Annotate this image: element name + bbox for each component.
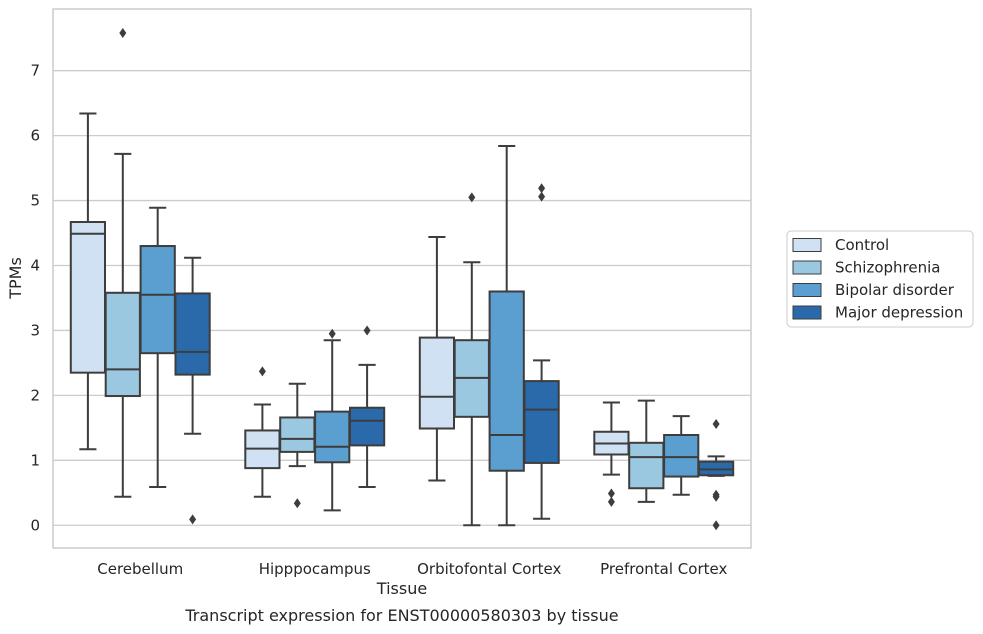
legend-swatch: [792, 238, 822, 252]
box-hipppocampus-schizophrenia: [279, 382, 316, 509]
box-body: [314, 410, 351, 464]
x-tick-label: Prefrontal Cortex: [600, 560, 727, 578]
box-body: [348, 406, 386, 447]
y-tick-label: 5: [30, 192, 40, 210]
plot-frame: [52, 8, 752, 549]
y-tick-label: 1: [30, 451, 40, 469]
box-orbitofontal-cortex-bipolar-disorder: [488, 145, 525, 527]
legend-frame: [786, 230, 974, 328]
outlier-point: [538, 191, 546, 202]
outlier-point: [363, 325, 371, 336]
box-body: [104, 291, 141, 398]
legend: Control Schizophrenia Bipolar disorder Majo…: [786, 230, 974, 328]
outlier-point: [119, 28, 127, 39]
outlier-point: [293, 498, 301, 509]
box-body: [279, 416, 316, 453]
box-body: [139, 245, 176, 355]
box-cerebellum-major-depression: [174, 256, 211, 525]
box-cerebellum-bipolar-disorder: [139, 206, 176, 488]
outlier-point: [607, 488, 615, 499]
box-body: [523, 380, 560, 464]
legend-swatch: [792, 260, 822, 275]
box-cerebellum-schizophrenia: [104, 28, 141, 498]
box-body: [174, 292, 211, 376]
outlier-point: [712, 418, 720, 429]
box-hipppocampus-control: [244, 366, 281, 498]
box-body: [663, 434, 700, 478]
legend-label: Major depression: [835, 304, 963, 322]
box-body: [628, 441, 665, 490]
box-orbitofontal-cortex-schizophrenia: [453, 192, 490, 527]
box-body: [69, 221, 107, 374]
box-prefrontal-cortex-major-depression: [697, 418, 735, 531]
x-axis-title: Tissue: [376, 579, 427, 598]
outlier-point: [328, 328, 336, 339]
outlier-point: [189, 514, 197, 525]
legend-swatch: [792, 283, 822, 297]
legend-label: Bipolar disorder: [835, 281, 955, 299]
chart-caption: Transcript expression for ENST0000058030…: [184, 606, 618, 625]
y-tick-label: 7: [30, 62, 40, 80]
box-orbitofontal-cortex-major-depression: [523, 183, 560, 520]
box-cerebellum-control: [69, 112, 107, 451]
box-hipppocampus-major-depression: [348, 325, 386, 488]
y-tick-label: 0: [30, 516, 40, 534]
legend-label: Control: [835, 236, 889, 254]
legend-label: Schizophrenia: [835, 259, 940, 277]
outlier-point: [258, 366, 266, 377]
y-tick-label: 3: [30, 321, 40, 339]
x-tick-label: Cerebellum: [97, 560, 183, 578]
box-prefrontal-cortex-schizophrenia: [628, 399, 665, 503]
y-tick-label: 2: [30, 386, 40, 404]
x-tick-label: Hipppocampus: [259, 560, 371, 578]
outlier-point: [538, 183, 546, 194]
x-tick-label: Orbitofontal Cortex: [417, 560, 561, 578]
box-hipppocampus-bipolar-disorder: [314, 328, 351, 512]
outlier-point: [468, 192, 476, 203]
box-prefrontal-cortex-bipolar-disorder: [663, 415, 700, 496]
y-tick-labels: 0 1 2 3 4 5 6 7: [30, 62, 40, 535]
box-body: [418, 336, 456, 430]
outlier-point: [607, 496, 615, 507]
box-groups: [69, 28, 735, 531]
y-axis-title: TPMs: [6, 257, 25, 300]
outlier-point: [712, 520, 720, 531]
legend-swatch: [792, 305, 822, 320]
outlier-point: [712, 491, 720, 502]
y-tick-label: 6: [30, 127, 40, 145]
x-tick-labels: Cerebellum Hipppocampus Orbitofontal Corte…: [97, 560, 727, 578]
y-tick-label: 4: [30, 257, 40, 275]
box-body: [488, 290, 525, 472]
